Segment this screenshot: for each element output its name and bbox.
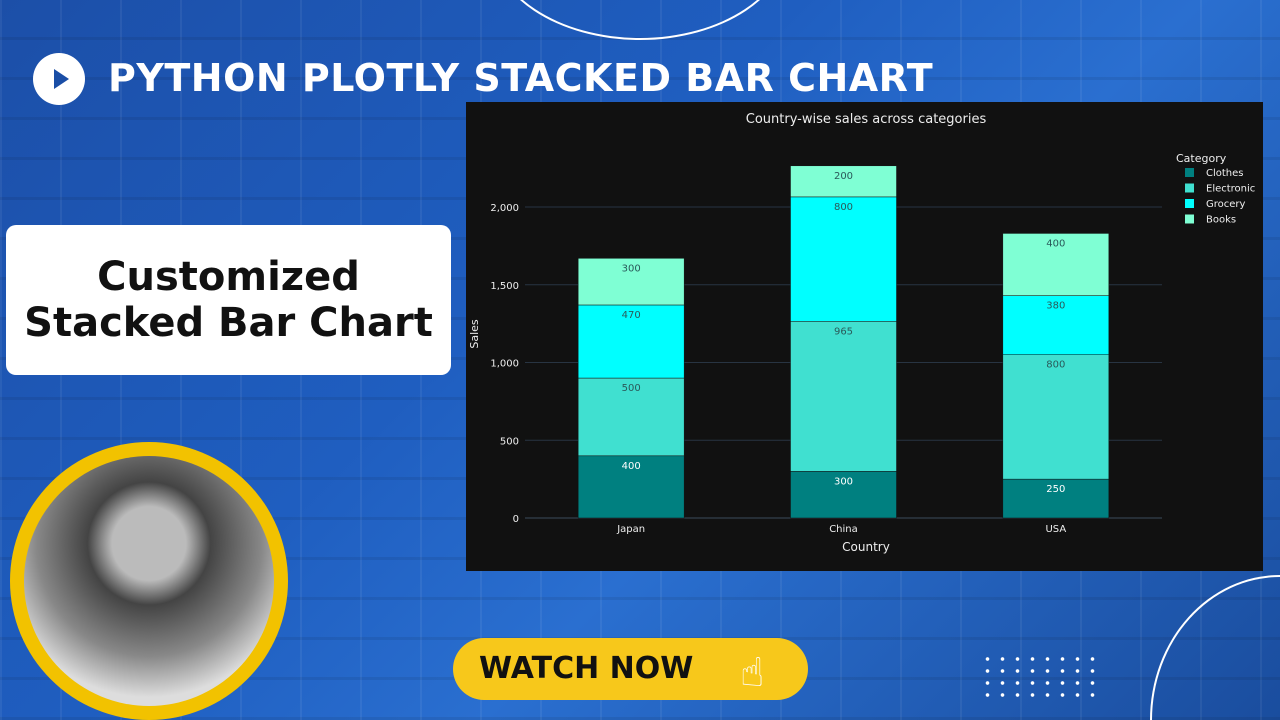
y-tick-label: 2,000 [490, 203, 519, 214]
bar-clothes [790, 471, 897, 519]
video-title: PYTHON PLOTLY STACKED BAR CHART [108, 56, 934, 100]
legend-item: Clothes [1206, 168, 1244, 179]
data-label: 200 [834, 171, 853, 182]
watch-now-button[interactable]: WATCH NOW [453, 638, 808, 700]
data-label: 250 [1046, 484, 1065, 495]
y-tick-label: 1,500 [490, 281, 519, 292]
decor-dots [980, 653, 1100, 703]
y-tick-label: 500 [500, 436, 519, 447]
x-tick-label: Japan [616, 524, 645, 535]
bar-clothes [577, 455, 685, 519]
bar-electronic [790, 321, 897, 472]
legend-swatch [1185, 183, 1194, 193]
y-tick-label: 1,000 [490, 359, 519, 370]
x-axis-title: Country [842, 540, 890, 554]
data-label: 500 [622, 383, 641, 394]
play-icon[interactable] [33, 53, 85, 105]
card-line: Stacked Bar Chart [24, 300, 433, 346]
stacked-bar-chart: Country-wise sales across categories Cou… [468, 112, 1255, 554]
bar-books [790, 165, 897, 198]
chart-title: Country-wise sales across categories [746, 112, 987, 127]
bar-books [1002, 233, 1110, 296]
data-label: 300 [834, 476, 853, 487]
data-label: 300 [622, 263, 641, 274]
data-label: 380 [1046, 301, 1065, 312]
watch-now-label: WATCH NOW [479, 651, 694, 686]
data-label: 800 [834, 202, 853, 213]
bar-grocery [790, 196, 897, 322]
bar-books [577, 258, 685, 306]
chart-panel: Country-wise sales across categories Cou… [466, 102, 1263, 571]
legend-item: Electronic [1206, 184, 1255, 195]
data-label: 965 [834, 326, 853, 337]
y-axis-title: Sales [468, 319, 481, 349]
subtitle-card: Customized Stacked Bar Chart [6, 225, 451, 375]
legend-swatch [1185, 214, 1194, 224]
bar-electronic [577, 377, 685, 457]
x-tick-label: USA [1045, 524, 1066, 535]
legend-swatch [1185, 168, 1194, 177]
data-label: 400 [1046, 238, 1065, 249]
bar-electronic [1002, 354, 1110, 480]
presenter-photo [24, 456, 274, 706]
bar-grocery [577, 304, 685, 379]
data-label: 400 [622, 461, 641, 472]
legend-swatch [1185, 199, 1194, 208]
bar-clothes [1002, 478, 1110, 519]
data-label: 800 [1046, 360, 1065, 371]
legend-item: Grocery [1206, 199, 1246, 210]
pointer-hand-icon: ☝ [740, 650, 765, 696]
legend-title: Category [1176, 152, 1227, 165]
card-line: Customized [97, 254, 360, 300]
legend-item: Books [1206, 215, 1236, 226]
data-label: 470 [622, 310, 641, 321]
y-tick-label: 0 [513, 514, 519, 525]
bar-grocery [1002, 295, 1110, 355]
x-tick-label: China [829, 524, 858, 535]
avatar [10, 442, 288, 720]
